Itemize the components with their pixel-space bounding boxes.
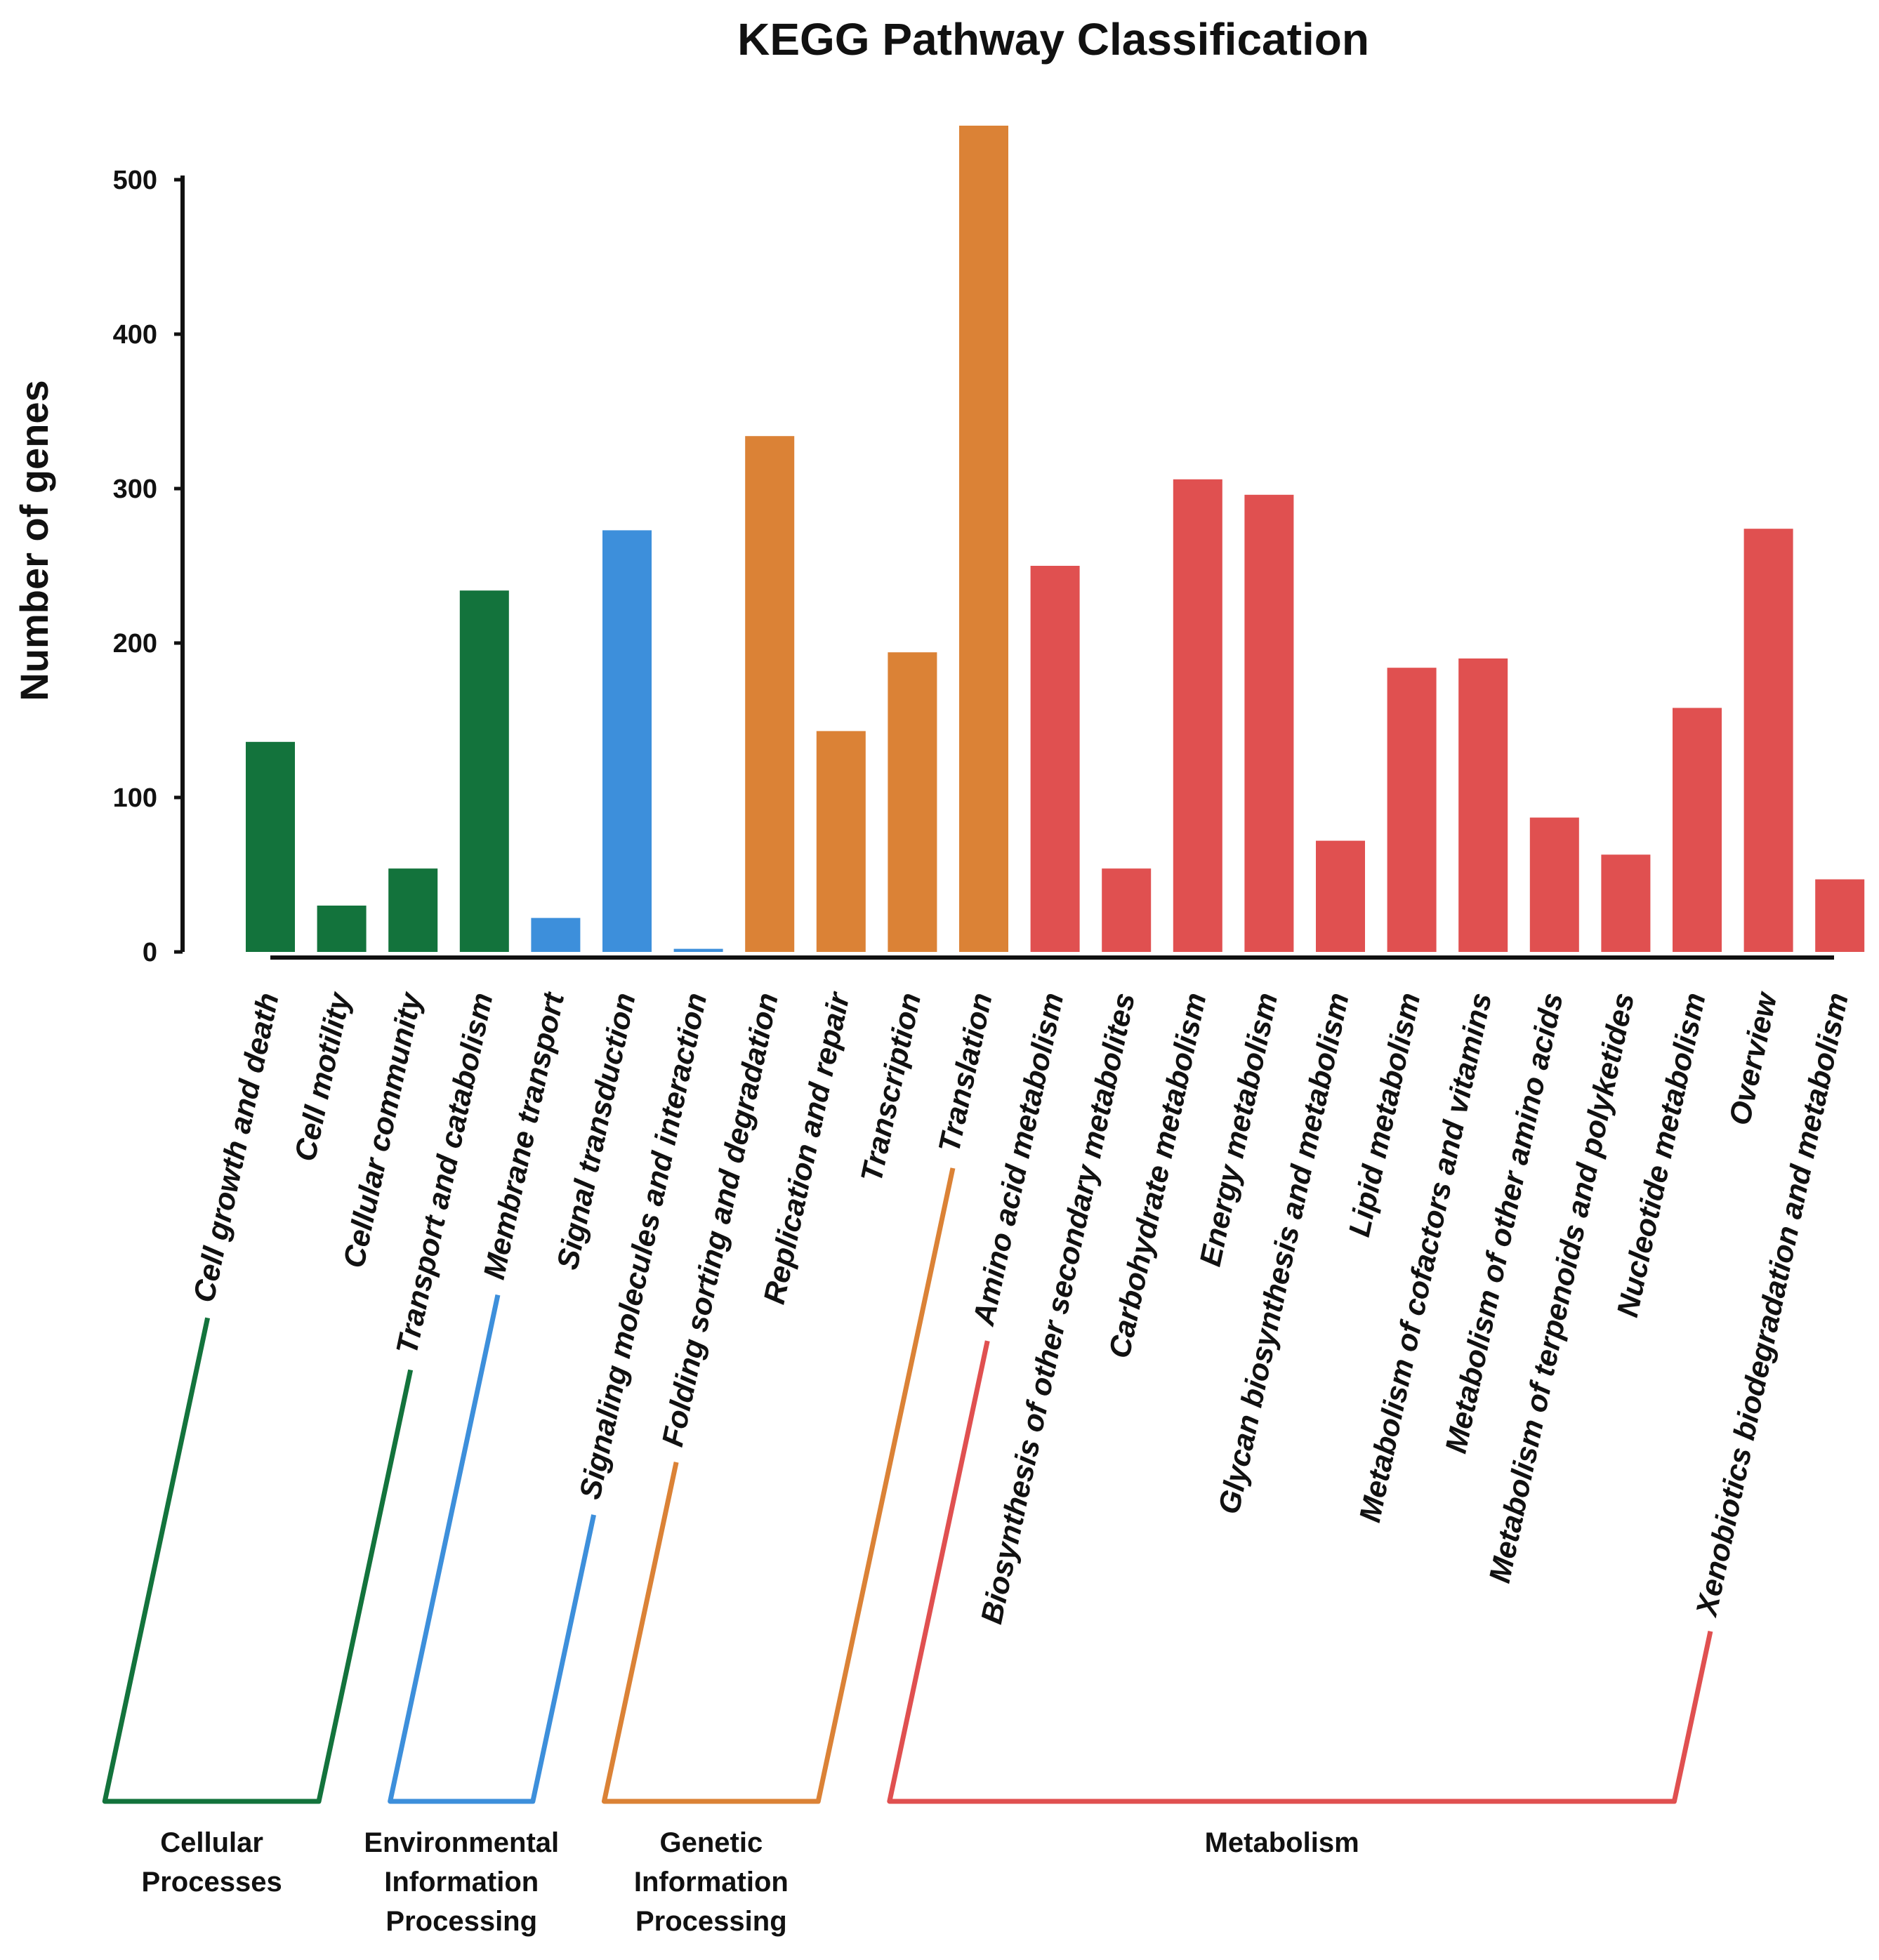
group-label: Information bbox=[634, 1867, 789, 1898]
group-bracket bbox=[388, 1294, 597, 1804]
x-tick-label: Energy metabolism bbox=[1194, 990, 1284, 1269]
group-label: Environmental bbox=[364, 1827, 559, 1858]
bar bbox=[1102, 868, 1152, 952]
x-tick-label: Overview bbox=[1723, 988, 1784, 1129]
bar bbox=[1673, 708, 1722, 952]
bar bbox=[388, 868, 438, 952]
group-label: Metabolism bbox=[1205, 1827, 1359, 1858]
bar bbox=[1316, 840, 1365, 952]
group-label: Processing bbox=[385, 1906, 537, 1937]
group-label: Cellular bbox=[160, 1827, 263, 1858]
y-tick-label: 0 bbox=[143, 938, 157, 967]
group-brackets: Cellular Processes Environmental Informatio… bbox=[102, 1167, 1713, 1937]
bar bbox=[602, 530, 652, 952]
group-bracket bbox=[102, 1317, 414, 1804]
bar bbox=[1244, 494, 1294, 952]
group-bracket bbox=[887, 1340, 1713, 1804]
x-tick-label: Cell motility bbox=[289, 988, 357, 1164]
bar bbox=[888, 652, 937, 952]
bar bbox=[1173, 479, 1222, 952]
bar bbox=[745, 436, 795, 952]
x-tick-label: Glycan biosynthesis and metabolism bbox=[1212, 990, 1355, 1517]
x-tick-label: Metabolism of cofactors and vitamins bbox=[1353, 990, 1498, 1525]
bar bbox=[531, 918, 581, 952]
x-tick-label: Cell growth and death bbox=[187, 990, 285, 1305]
y-tick-label: 300 bbox=[113, 475, 157, 504]
x-tick-label: Lipid metabolism bbox=[1343, 990, 1427, 1240]
group-label: Processes bbox=[142, 1867, 282, 1898]
y-axis-label: Number of genes bbox=[12, 380, 56, 701]
bar bbox=[1387, 668, 1437, 952]
x-tick-label: Signal transduction bbox=[550, 990, 642, 1273]
y-ticks: 0 100 200 300 400 500 bbox=[113, 166, 183, 967]
y-tick-label: 500 bbox=[113, 166, 157, 195]
y-tick-label: 100 bbox=[113, 783, 157, 813]
bar bbox=[1815, 879, 1865, 952]
bar bbox=[1458, 658, 1508, 952]
bar bbox=[1601, 854, 1651, 952]
bars bbox=[246, 126, 1865, 952]
bar bbox=[673, 948, 723, 952]
bar bbox=[959, 126, 1008, 952]
bar bbox=[246, 741, 295, 952]
x-tick-label: Transcription bbox=[855, 990, 928, 1185]
group-bracket bbox=[601, 1167, 956, 1804]
y-tick-label: 400 bbox=[113, 320, 157, 350]
x-tick-label: Cellular community bbox=[337, 988, 428, 1271]
bar bbox=[816, 731, 866, 952]
x-tick-label: Translation bbox=[932, 990, 999, 1156]
group-label: Information bbox=[384, 1867, 539, 1898]
y-tick-label: 200 bbox=[113, 629, 157, 658]
bar bbox=[1030, 566, 1080, 952]
bar bbox=[1529, 817, 1579, 952]
bar bbox=[1743, 529, 1793, 952]
x-tick-label: Xenobiotics biodegradation and metabolis… bbox=[1689, 990, 1855, 1620]
group-label: Processing bbox=[635, 1906, 787, 1937]
chart-title: KEGG Pathway Classification bbox=[737, 14, 1369, 65]
bar bbox=[317, 906, 367, 952]
x-tick-labels: Cell growth and death Cell motilityCellul… bbox=[187, 988, 1855, 1627]
group-label: Genetic bbox=[659, 1827, 763, 1858]
bar bbox=[459, 590, 509, 952]
